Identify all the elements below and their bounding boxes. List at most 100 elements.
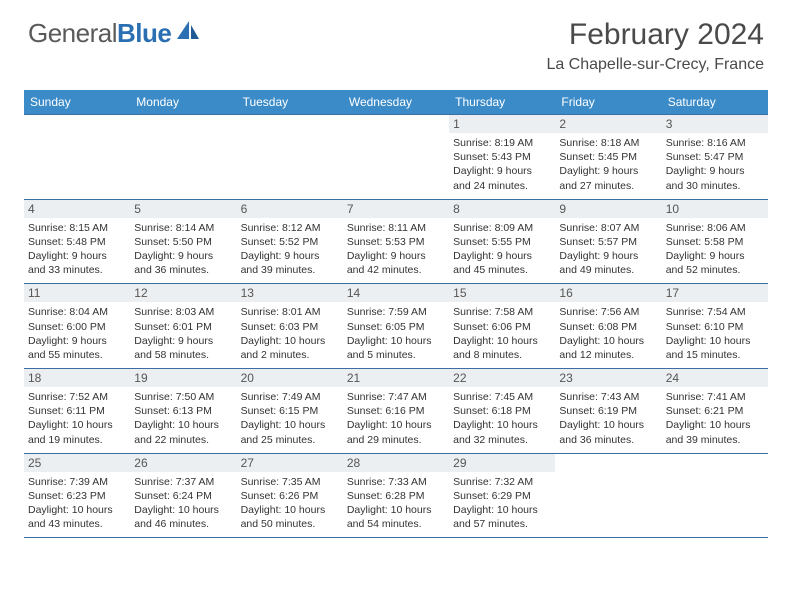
calendar-cell: 3 Sunrise: 8:16 AMSunset: 5:47 PMDaylight…: [662, 115, 768, 199]
calendar-cell: 13 Sunrise: 8:01 AMSunset: 6:03 PMDayligh…: [237, 284, 343, 368]
day-info: Sunrise: 7:33 AMSunset: 6:28 PMDaylight:…: [347, 475, 445, 532]
calendar-cell: 7 Sunrise: 8:11 AMSunset: 5:53 PMDaylight…: [343, 200, 449, 284]
day-number: 18: [24, 369, 130, 387]
weekday-label: Wednesday: [343, 90, 449, 114]
month-title: February 2024: [546, 18, 764, 52]
sail-icon: [175, 19, 201, 48]
day-info: Sunrise: 7:56 AMSunset: 6:08 PMDaylight:…: [559, 305, 657, 362]
calendar-cell: [662, 454, 768, 538]
day-number: 21: [343, 369, 449, 387]
day-info: Sunrise: 8:04 AMSunset: 6:00 PMDaylight:…: [28, 305, 126, 362]
calendar: SundayMondayTuesdayWednesdayThursdayFrid…: [24, 90, 768, 538]
day-info: Sunrise: 7:37 AMSunset: 6:24 PMDaylight:…: [134, 475, 232, 532]
day-number: 27: [237, 454, 343, 472]
day-number: 29: [449, 454, 555, 472]
calendar-cell: 24 Sunrise: 7:41 AMSunset: 6:21 PMDayligh…: [662, 369, 768, 453]
calendar-cell: 23 Sunrise: 7:43 AMSunset: 6:19 PMDayligh…: [555, 369, 661, 453]
calendar-week: 1Sunrise: 8:19 AMSunset: 5:43 PMDaylight…: [24, 114, 768, 199]
day-number: 23: [555, 369, 661, 387]
day-number: 11: [24, 284, 130, 302]
day-number: 28: [343, 454, 449, 472]
day-number: 6: [237, 200, 343, 218]
calendar-cell: 4Sunrise: 8:15 AMSunset: 5:48 PMDaylight…: [24, 200, 130, 284]
logo-word2: Blue: [117, 18, 171, 48]
day-info: Sunrise: 8:01 AMSunset: 6:03 PMDaylight:…: [241, 305, 339, 362]
calendar-cell: [555, 454, 661, 538]
weekday-header: SundayMondayTuesdayWednesdayThursdayFrid…: [24, 90, 768, 114]
day-info: Sunrise: 7:58 AMSunset: 6:06 PMDaylight:…: [453, 305, 551, 362]
calendar-cell: 12 Sunrise: 8:03 AMSunset: 6:01 PMDayligh…: [130, 284, 236, 368]
calendar-cell: 27 Sunrise: 7:35 AMSunset: 6:26 PMDayligh…: [237, 454, 343, 538]
calendar-cell: [237, 115, 343, 199]
title-block: February 2024 La Chapelle-sur-Crecy, Fra…: [546, 18, 764, 74]
day-number: 1: [449, 115, 555, 133]
day-info: Sunrise: 7:45 AMSunset: 6:18 PMDaylight:…: [453, 390, 551, 447]
day-info: Sunrise: 7:32 AMSunset: 6:29 PMDaylight:…: [453, 475, 551, 532]
day-info: Sunrise: 8:12 AMSunset: 5:52 PMDaylight:…: [241, 221, 339, 278]
calendar-cell: 15 Sunrise: 7:58 AMSunset: 6:06 PMDayligh…: [449, 284, 555, 368]
calendar-cell: [24, 115, 130, 199]
day-info: Sunrise: 7:43 AMSunset: 6:19 PMDaylight:…: [559, 390, 657, 447]
day-info: Sunrise: 8:06 AMSunset: 5:58 PMDaylight:…: [666, 221, 764, 278]
day-number: 4: [24, 200, 130, 218]
calendar-cell: 25 Sunrise: 7:39 AMSunset: 6:23 PMDayligh…: [24, 454, 130, 538]
logo-word1: General: [28, 18, 117, 48]
day-number: 15: [449, 284, 555, 302]
day-number: 24: [662, 369, 768, 387]
calendar-cell: 10Sunrise: 8:06 AMSunset: 5:58 PMDayligh…: [662, 200, 768, 284]
day-number: 3: [662, 115, 768, 133]
calendar-cell: 2 Sunrise: 8:18 AMSunset: 5:45 PMDaylight…: [555, 115, 661, 199]
day-info: Sunrise: 7:35 AMSunset: 6:26 PMDaylight:…: [241, 475, 339, 532]
day-number: 2: [555, 115, 661, 133]
weekday-label: Thursday: [449, 90, 555, 114]
day-number: 19: [130, 369, 236, 387]
day-number: 26: [130, 454, 236, 472]
calendar-cell: 26 Sunrise: 7:37 AMSunset: 6:24 PMDayligh…: [130, 454, 236, 538]
day-number: 16: [555, 284, 661, 302]
day-info: Sunrise: 8:09 AMSunset: 5:55 PMDaylight:…: [453, 221, 551, 278]
calendar-cell: 16 Sunrise: 7:56 AMSunset: 6:08 PMDayligh…: [555, 284, 661, 368]
day-info: Sunrise: 7:47 AMSunset: 6:16 PMDaylight:…: [347, 390, 445, 447]
day-info: Sunrise: 8:16 AMSunset: 5:47 PMDaylight:…: [666, 136, 764, 193]
day-info: Sunrise: 7:49 AMSunset: 6:15 PMDaylight:…: [241, 390, 339, 447]
day-info: Sunrise: 7:50 AMSunset: 6:13 PMDaylight:…: [134, 390, 232, 447]
day-number: 22: [449, 369, 555, 387]
day-number: 20: [237, 369, 343, 387]
weekday-label: Tuesday: [237, 90, 343, 114]
day-info: Sunrise: 7:39 AMSunset: 6:23 PMDaylight:…: [28, 475, 126, 532]
day-number: 9: [555, 200, 661, 218]
day-number: 12: [130, 284, 236, 302]
weekday-label: Sunday: [24, 90, 130, 114]
day-info: Sunrise: 8:14 AMSunset: 5:50 PMDaylight:…: [134, 221, 232, 278]
day-info: Sunrise: 7:52 AMSunset: 6:11 PMDaylight:…: [28, 390, 126, 447]
calendar-cell: [130, 115, 236, 199]
weekday-label: Saturday: [662, 90, 768, 114]
day-info: Sunrise: 8:11 AMSunset: 5:53 PMDaylight:…: [347, 221, 445, 278]
calendar-cell: 1Sunrise: 8:19 AMSunset: 5:43 PMDaylight…: [449, 115, 555, 199]
header: GeneralBlue February 2024 La Chapelle-su…: [0, 0, 792, 82]
day-info: Sunrise: 8:18 AMSunset: 5:45 PMDaylight:…: [559, 136, 657, 193]
calendar-week: 11 Sunrise: 8:04 AMSunset: 6:00 PMDayligh…: [24, 283, 768, 368]
calendar-week: 25 Sunrise: 7:39 AMSunset: 6:23 PMDayligh…: [24, 453, 768, 539]
calendar-cell: 14Sunrise: 7:59 AMSunset: 6:05 PMDayligh…: [343, 284, 449, 368]
day-number: 25: [24, 454, 130, 472]
day-number: 13: [237, 284, 343, 302]
calendar-cell: 9Sunrise: 8:07 AMSunset: 5:57 PMDaylight…: [555, 200, 661, 284]
calendar-cell: 11 Sunrise: 8:04 AMSunset: 6:00 PMDayligh…: [24, 284, 130, 368]
calendar-cell: 29 Sunrise: 7:32 AMSunset: 6:29 PMDayligh…: [449, 454, 555, 538]
weekday-label: Monday: [130, 90, 236, 114]
calendar-cell: 6 Sunrise: 8:12 AMSunset: 5:52 PMDaylight…: [237, 200, 343, 284]
day-number: 5: [130, 200, 236, 218]
calendar-cell: 28 Sunrise: 7:33 AMSunset: 6:28 PMDayligh…: [343, 454, 449, 538]
day-number: 14: [343, 284, 449, 302]
calendar-cell: 22 Sunrise: 7:45 AMSunset: 6:18 PMDayligh…: [449, 369, 555, 453]
weekday-label: Friday: [555, 90, 661, 114]
day-info: Sunrise: 7:41 AMSunset: 6:21 PMDaylight:…: [666, 390, 764, 447]
logo: GeneralBlue: [28, 18, 201, 49]
calendar-cell: 21 Sunrise: 7:47 AMSunset: 6:16 PMDayligh…: [343, 369, 449, 453]
day-number: 7: [343, 200, 449, 218]
calendar-cell: 5 Sunrise: 8:14 AMSunset: 5:50 PMDaylight…: [130, 200, 236, 284]
day-info: Sunrise: 8:03 AMSunset: 6:01 PMDaylight:…: [134, 305, 232, 362]
calendar-cell: 8Sunrise: 8:09 AMSunset: 5:55 PMDaylight…: [449, 200, 555, 284]
calendar-week: 4Sunrise: 8:15 AMSunset: 5:48 PMDaylight…: [24, 199, 768, 284]
